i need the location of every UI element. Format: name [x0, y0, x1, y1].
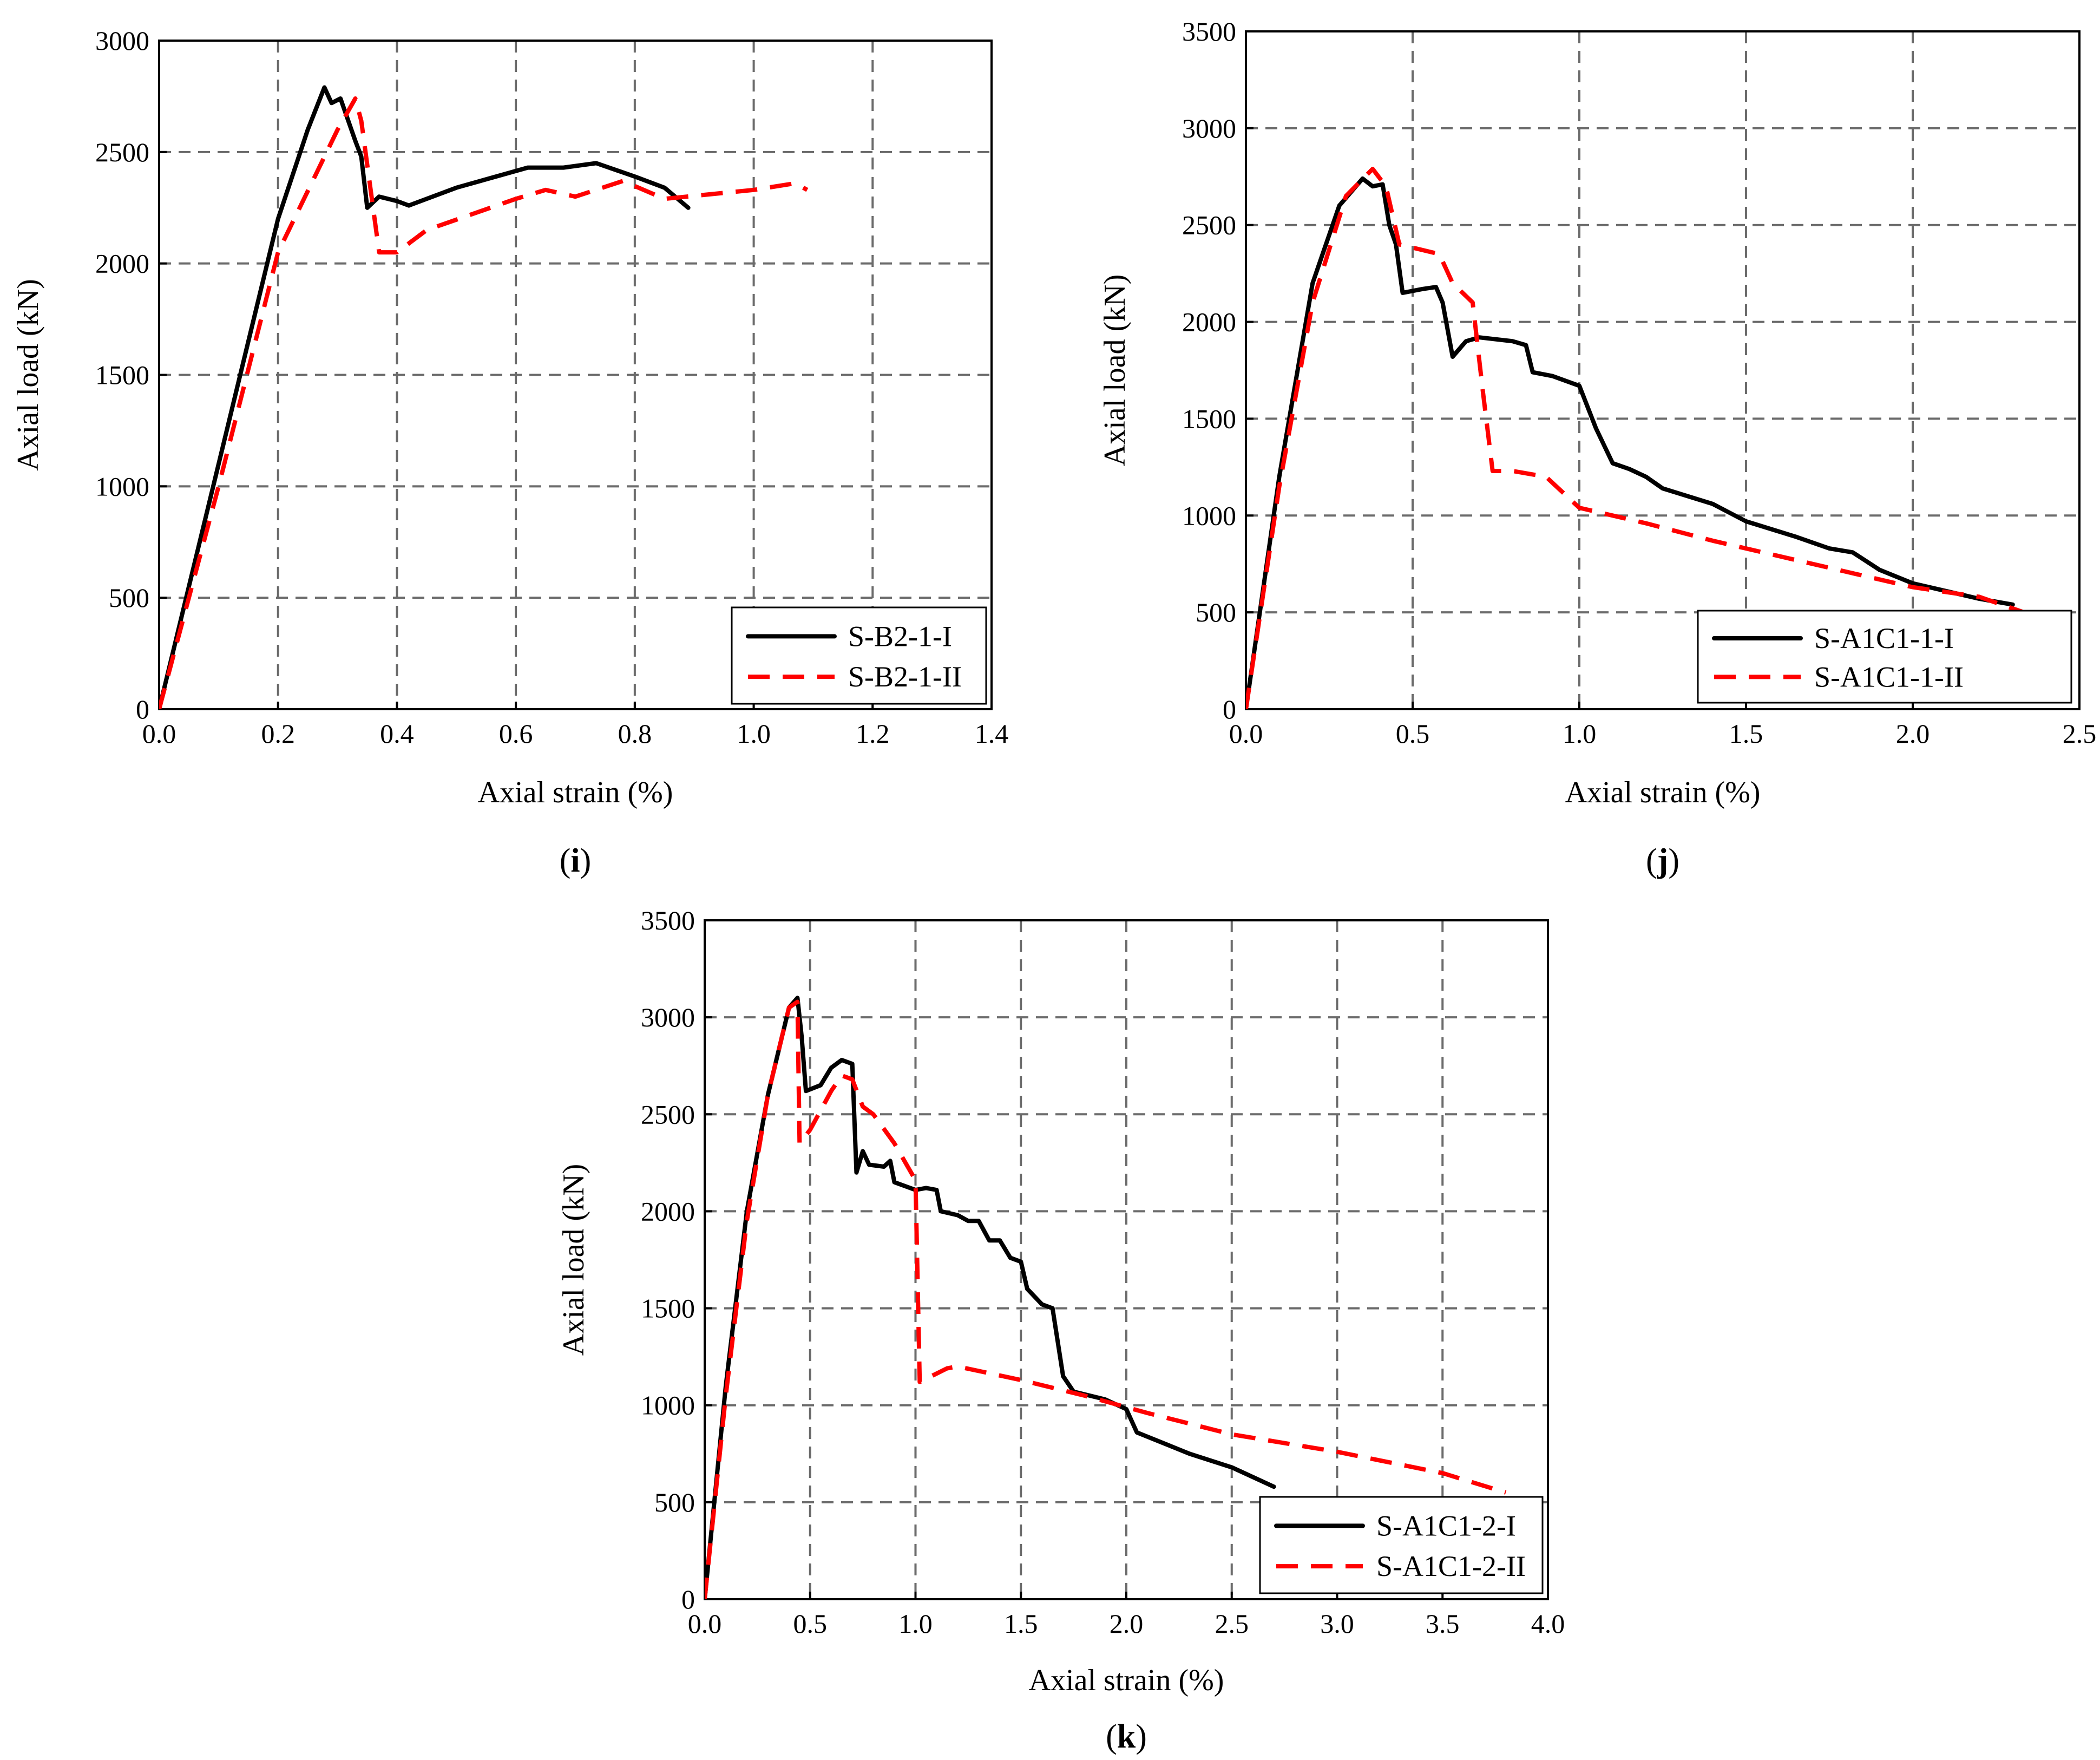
y-tick-label: 3000 — [1182, 113, 1236, 143]
chart-panel-j: 0.0 0.5 1.0 1.5 2.0 2.5 0 500 1000 1500 2000 2500 30… — [1098, 16, 2096, 879]
y-tick-label: 1000 — [95, 471, 149, 501]
x-tick-label: 3.5 — [1426, 1608, 1460, 1639]
x-tick-label: 0.0 — [688, 1608, 722, 1639]
series-line-S-B2-1-II — [159, 96, 809, 709]
y-tick-label: 500 — [654, 1487, 695, 1517]
y-tick-label: 0 — [1223, 694, 1236, 724]
legend-label: S-A1C1-2-II — [1376, 1550, 1526, 1582]
chart-panel-i: 0.0 0.2 0.4 0.6 0.8 1.0 1.2 1.4 0 500 1000 1500 2000… — [11, 25, 1008, 879]
series-line-S-A1C1-1-II — [1246, 167, 2030, 709]
chart-panel-k: 0.0 0.5 1.0 1.5 2.0 2.5 3.0 3.5 4.0 0 500 1000 1500 2… — [557, 905, 1565, 1755]
y-tick-label: 0 — [681, 1584, 695, 1614]
y-tick-label: 2000 — [95, 248, 149, 279]
legend-label: S-A1C1-1-I — [1814, 622, 1954, 655]
x-axis-title: Axial strain (%) — [478, 776, 673, 809]
y-axis-title: Axial load (kN) — [557, 1164, 590, 1356]
x-tick-label: 4.0 — [1531, 1608, 1565, 1639]
plot-area-frame — [704, 919, 1549, 1600]
plot-area-frame — [158, 40, 993, 710]
y-tick-label: 0 — [136, 694, 149, 724]
plot-area-frame — [1245, 30, 2081, 710]
legend: S-A1C1-1-I S-A1C1-1-II — [1697, 610, 2072, 704]
y-tick-label: 500 — [1196, 597, 1236, 627]
x-axis-title: Axial strain (%) — [1029, 1664, 1224, 1697]
y-axis-title: Axial load (kN) — [1098, 274, 1132, 467]
legend-box — [1259, 1496, 1544, 1594]
y-tick-label: 1500 — [95, 360, 149, 390]
x-tick-label: 3.0 — [1320, 1608, 1354, 1639]
y-tick-label: 2500 — [95, 137, 149, 167]
y-tick-label: 500 — [109, 583, 149, 613]
y-tick-label: 2500 — [641, 1099, 695, 1129]
y-tick-label: 3000 — [641, 1002, 695, 1032]
y-tick-label: 1000 — [1182, 500, 1236, 531]
x-tick-label: 2.0 — [1110, 1608, 1144, 1639]
x-tick-label: 0.5 — [1396, 718, 1430, 749]
x-tick-label: 2.5 — [1215, 1608, 1249, 1639]
y-tick-label: 1500 — [641, 1293, 695, 1324]
panel-label: (j) — [1646, 842, 1679, 879]
x-tick-label: 0.4 — [380, 718, 414, 749]
x-tick-label: 1.4 — [975, 718, 1009, 749]
y-tick-label: 3500 — [1182, 16, 1236, 47]
x-tick-label: 0.2 — [261, 718, 295, 749]
legend-box — [1697, 610, 2072, 704]
y-tick-label: 2000 — [1182, 307, 1236, 337]
series-line-S-B2-1-I — [159, 85, 691, 709]
legend-label: S-B2-1-I — [848, 620, 952, 652]
legend-box — [731, 606, 987, 705]
y-tick-label: 2500 — [1182, 210, 1236, 240]
x-axis-title: Axial strain (%) — [1565, 776, 1761, 809]
x-tick-label: 1.5 — [1729, 718, 1763, 749]
legend-label: S-A1C1-2-I — [1376, 1509, 1516, 1542]
legend: S-B2-1-I S-B2-1-II — [731, 606, 987, 705]
legend-label: S-B2-1-II — [848, 660, 962, 693]
series-line-S-A1C1-2-II — [705, 999, 1507, 1599]
y-tick-label: 3500 — [641, 905, 695, 935]
series-line-S-A1C1-2-I — [705, 996, 1276, 1599]
x-tick-label: 1.2 — [856, 718, 890, 749]
x-tick-label: 1.5 — [1004, 1608, 1038, 1639]
x-tick-label: 0.6 — [499, 718, 533, 749]
x-tick-label: 1.0 — [1563, 718, 1597, 749]
panel-label: (i) — [560, 842, 592, 879]
y-tick-label: 1000 — [641, 1390, 695, 1421]
x-tick-label: 1.0 — [737, 718, 771, 749]
legend: S-A1C1-2-I S-A1C1-2-II — [1259, 1496, 1544, 1594]
legend-label: S-A1C1-1-II — [1814, 660, 1964, 693]
x-tick-label: 1.0 — [898, 1608, 933, 1639]
x-tick-label: 0.8 — [618, 718, 652, 749]
series-line-S-A1C1-1-I — [1246, 176, 2015, 709]
panel-label: (k) — [1106, 1718, 1147, 1755]
x-tick-label: 2.5 — [2063, 718, 2097, 749]
x-tick-label: 0.0 — [142, 718, 176, 749]
x-tick-label: 0.0 — [1229, 718, 1263, 749]
y-tick-label: 2000 — [641, 1196, 695, 1226]
y-tick-label: 3000 — [95, 25, 149, 56]
y-tick-label: 1500 — [1182, 403, 1236, 434]
y-axis-title: Axial load (kN) — [11, 279, 45, 471]
x-tick-label: 0.5 — [793, 1608, 828, 1639]
x-tick-label: 2.0 — [1896, 718, 1930, 749]
